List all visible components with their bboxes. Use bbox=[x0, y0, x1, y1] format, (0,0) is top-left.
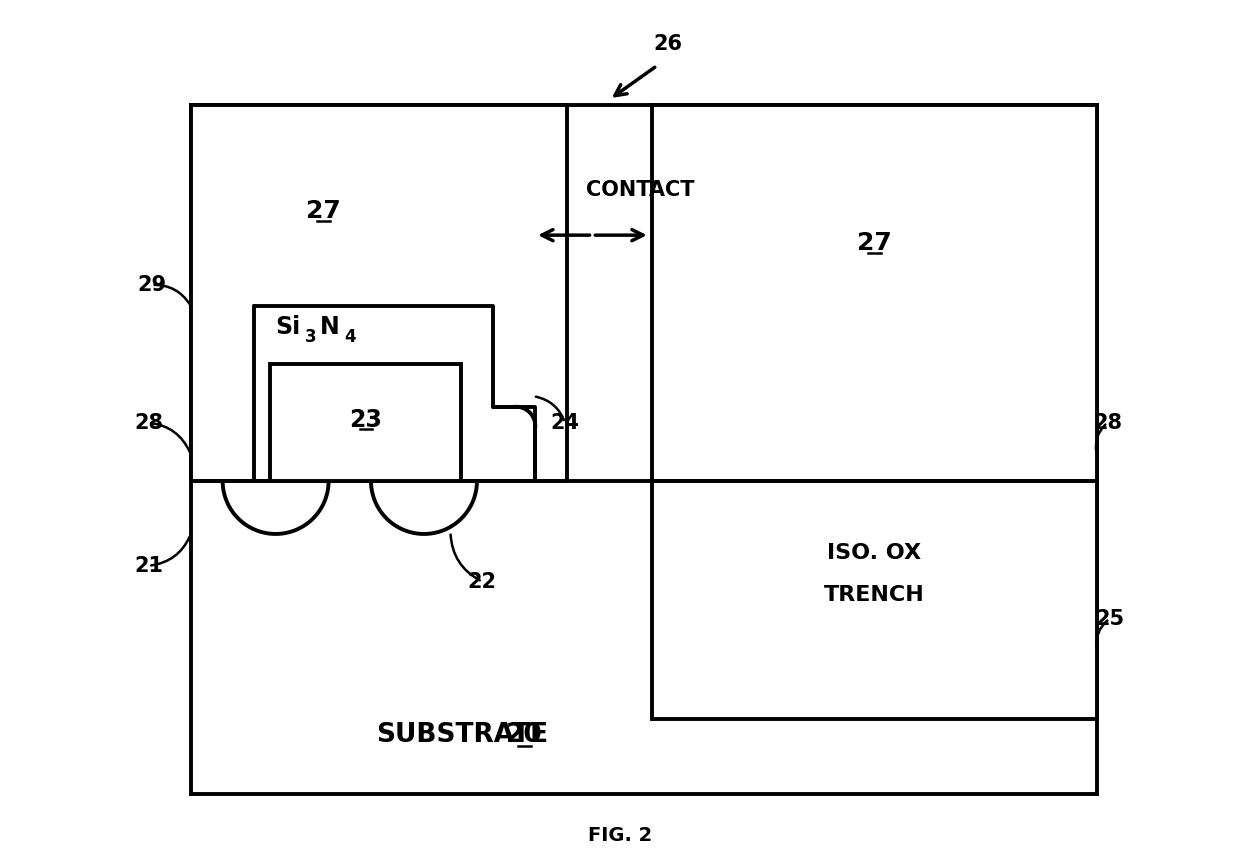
Text: 27: 27 bbox=[857, 230, 892, 254]
Text: CONTACT: CONTACT bbox=[587, 180, 694, 199]
Text: 22: 22 bbox=[467, 572, 497, 591]
Bar bbox=[652, 481, 1097, 719]
Bar bbox=[652, 104, 1097, 481]
Text: SUBSTRATE: SUBSTRATE bbox=[376, 722, 548, 748]
Text: 3: 3 bbox=[305, 328, 317, 346]
Bar bbox=[191, 104, 567, 481]
Text: 28: 28 bbox=[134, 413, 162, 432]
Text: 23: 23 bbox=[350, 407, 382, 431]
Bar bbox=[191, 104, 1097, 794]
Text: FIG. 2: FIG. 2 bbox=[588, 826, 652, 846]
Text: 25: 25 bbox=[1095, 609, 1125, 628]
Text: 21: 21 bbox=[134, 556, 162, 576]
Text: Si: Si bbox=[275, 315, 301, 339]
Bar bbox=[270, 365, 461, 481]
Text: 20: 20 bbox=[506, 722, 543, 748]
Text: 27: 27 bbox=[306, 199, 341, 223]
Text: 29: 29 bbox=[138, 275, 166, 295]
Text: 4: 4 bbox=[345, 328, 356, 346]
Text: N: N bbox=[320, 315, 340, 339]
Text: ISO. OX: ISO. OX bbox=[827, 543, 921, 563]
Text: 24: 24 bbox=[551, 413, 579, 432]
Text: 26: 26 bbox=[653, 34, 682, 55]
Polygon shape bbox=[254, 306, 536, 481]
Text: TRENCH: TRENCH bbox=[823, 586, 925, 605]
Text: 28: 28 bbox=[1092, 413, 1122, 432]
